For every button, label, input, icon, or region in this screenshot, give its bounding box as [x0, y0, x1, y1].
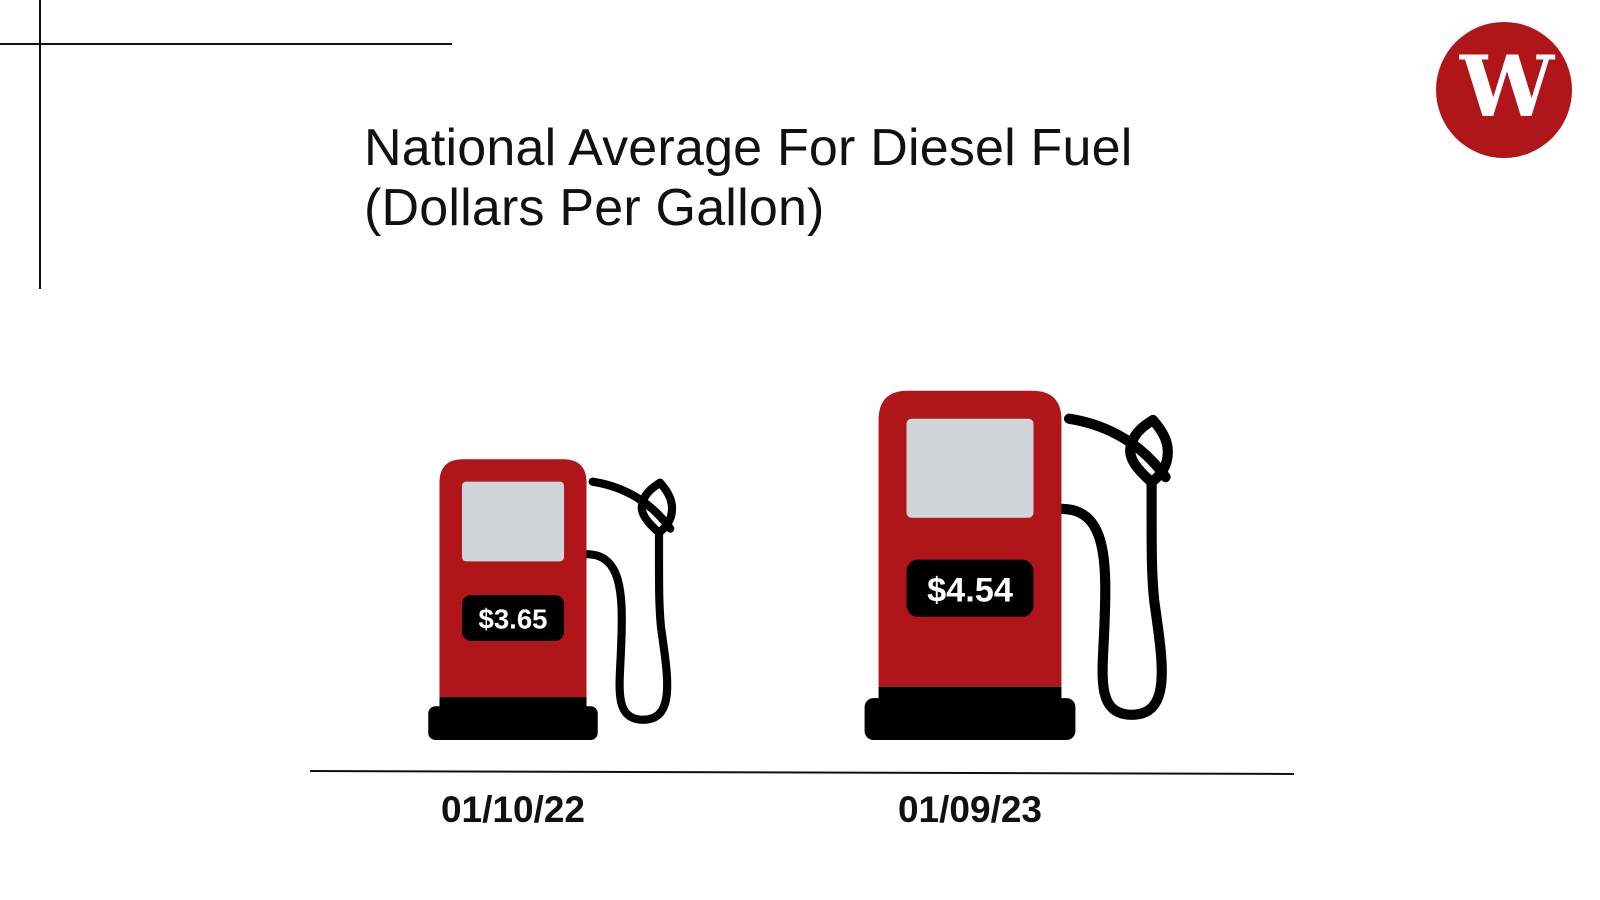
category-labels: 01/10/22 01/09/23 [441, 789, 1042, 830]
chart-title: National Average For Diesel Fuel [364, 119, 1133, 177]
pump-base-top [439, 697, 587, 712]
category-label: 01/09/23 [898, 789, 1042, 830]
gas-pump-icon: $3.65 [428, 459, 677, 740]
chart-title-block: National Average For Diesel Fuel (Dollar… [364, 118, 1264, 238]
pump-base [428, 706, 598, 740]
hose [582, 528, 672, 724]
logo-letter: W [1459, 37, 1554, 136]
frame-horizontal-line [0, 43, 452, 45]
nozzle-arm [588, 477, 675, 533]
baseline [309, 770, 1295, 775]
gas-pump-icon: $4.54 [864, 390, 1173, 740]
pump-base-top [878, 686, 1062, 705]
pump-screen [461, 481, 565, 562]
chart-subtitle: (Dollars Per Gallon) [364, 179, 825, 237]
newspaper-w-logo: W [1436, 22, 1572, 158]
price-label: $4.54 [927, 572, 1013, 610]
pump-screen [906, 418, 1034, 518]
price-tag [461, 595, 565, 641]
pump-marks: $3.65 $4.54 [428, 390, 1173, 740]
frame-vertical-line [39, 0, 41, 289]
category-label: 01/10/22 [441, 789, 585, 830]
pump-base [864, 698, 1076, 740]
price-tag [906, 559, 1034, 617]
nozzle-arm [1063, 413, 1171, 483]
price-label: $3.65 [479, 604, 548, 635]
hose [1056, 477, 1167, 720]
